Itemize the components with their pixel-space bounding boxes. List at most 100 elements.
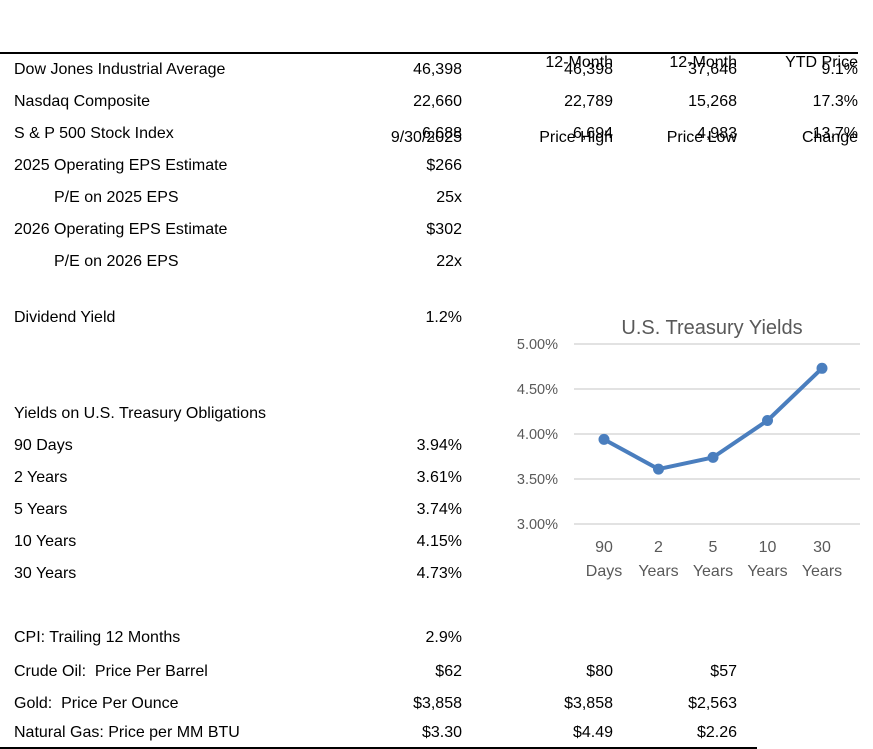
row-value: $2.26 bbox=[696, 724, 737, 741]
data-point-marker bbox=[598, 433, 610, 445]
row-value bbox=[462, 150, 613, 182]
x-axis-tick-label: 2 bbox=[654, 539, 663, 556]
x-axis-tick-label: Years bbox=[802, 563, 842, 580]
table-row: 2025 Operating EPS Estimate $266 bbox=[0, 150, 858, 182]
x-axis-tick-label: 5 bbox=[709, 539, 718, 556]
row-label: Gold: Price Per Ounce bbox=[14, 695, 179, 712]
row-value: $2,563 bbox=[688, 695, 737, 712]
column-header-price-low-line2: Price Low bbox=[666, 129, 737, 146]
row-value bbox=[737, 150, 858, 182]
row-value: 3.61% bbox=[416, 469, 462, 486]
table-row: Crude Oil: Price Per Barrel $62 $80 $57 bbox=[0, 656, 858, 688]
y-axis-tick-label: 3.50% bbox=[517, 472, 558, 488]
table-row: 30 Years 4.73% bbox=[0, 558, 858, 590]
row-value: 3.74% bbox=[416, 501, 462, 518]
table-row: 5 Years 3.74% bbox=[0, 494, 858, 526]
row-value: 4,983 bbox=[696, 125, 737, 142]
row-label: P/E on 2026 EPS bbox=[54, 253, 179, 270]
x-axis-tick-label: 90 bbox=[595, 539, 613, 556]
row-value bbox=[737, 620, 858, 656]
x-axis-tick-label: Years bbox=[638, 563, 678, 580]
row-label: Dow Jones Industrial Average bbox=[14, 61, 226, 78]
y-axis-tick-label: 3.00% bbox=[517, 517, 558, 533]
column-header-price-high: 12-Month Price High bbox=[462, 0, 613, 203]
row-label: Natural Gas: Price per MM BTU bbox=[14, 724, 240, 741]
column-header-ytd-change-line1: YTD Price bbox=[785, 54, 858, 71]
y-axis-tick-label: 5.00% bbox=[517, 337, 558, 353]
column-header-price-high-line1: 12-Month bbox=[545, 54, 613, 71]
row-value: 25x bbox=[436, 189, 462, 206]
table-row: Yields on U.S. Treasury Obligations bbox=[0, 398, 858, 430]
row-value: 46,398 bbox=[413, 61, 462, 78]
row-label bbox=[0, 334, 296, 366]
row-value bbox=[737, 182, 858, 214]
row-value bbox=[296, 398, 462, 430]
row-value bbox=[296, 590, 462, 620]
row-value: $62 bbox=[435, 663, 462, 680]
row-value: 3.94% bbox=[416, 437, 462, 454]
row-value bbox=[462, 620, 613, 656]
table-row: 90 Days 3.94% bbox=[0, 430, 858, 462]
row-value: $3,858 bbox=[413, 695, 462, 712]
row-value: $3,858 bbox=[564, 695, 613, 712]
data-point-marker bbox=[653, 463, 664, 475]
row-value: 22,660 bbox=[413, 93, 462, 110]
table-row: P/E on 2026 EPS 22x bbox=[0, 246, 858, 278]
row-value: 6,694 bbox=[572, 125, 613, 142]
row-value bbox=[737, 656, 858, 688]
row-value bbox=[737, 246, 858, 278]
row-label: Dividend Yield bbox=[14, 309, 116, 326]
row-label: 5 Years bbox=[14, 501, 68, 518]
row-label: 30 Years bbox=[14, 565, 77, 582]
row-label: CPI: Trailing 12 Months bbox=[14, 629, 181, 646]
table-row: P/E on 2025 EPS 25x bbox=[0, 182, 858, 214]
row-value: 17.3% bbox=[812, 93, 858, 110]
row-value bbox=[737, 688, 858, 720]
row-value bbox=[613, 214, 737, 246]
x-axis-tick-label: Years bbox=[693, 563, 733, 580]
row-label bbox=[0, 366, 296, 398]
table-row: Nasdaq Composite 22,660 22,789 15,268 17.3% bbox=[0, 86, 858, 118]
y-axis-tick-label: 4.00% bbox=[517, 427, 558, 443]
row-value bbox=[296, 366, 462, 398]
table-row: 10 Years 4.15% bbox=[0, 526, 858, 558]
row-label: S & P 500 Stock Index bbox=[14, 125, 174, 142]
row-value: 2.9% bbox=[425, 629, 462, 646]
table-row: 2026 Operating EPS Estimate $302 bbox=[0, 214, 858, 246]
row-value bbox=[613, 182, 737, 214]
column-header-ytd-change-line2: Change bbox=[801, 129, 858, 146]
table-body: Dow Jones Industrial Average 46,398 46,398… bbox=[0, 54, 873, 749]
row-label: 2025 Operating EPS Estimate bbox=[14, 157, 228, 174]
data-point-marker bbox=[816, 362, 828, 374]
row-label: Nasdaq Composite bbox=[14, 93, 151, 110]
row-value: 6,688 bbox=[421, 125, 462, 142]
table-row: S & P 500 Stock Index 6,688 6,694 4,983 13.7… bbox=[0, 118, 858, 150]
row-value: $302 bbox=[426, 221, 462, 238]
row-value: $3.30 bbox=[421, 724, 462, 741]
x-axis-tick-label: Years bbox=[747, 563, 787, 580]
row-value bbox=[296, 278, 462, 302]
row-label: 10 Years bbox=[14, 533, 77, 550]
row-value bbox=[462, 246, 613, 278]
table-row: Natural Gas: Price per MM BTU $3.30 $4.49 $… bbox=[0, 720, 858, 749]
x-axis-tick-label: 30 bbox=[813, 539, 831, 556]
chart-title: U.S. Treasury Yields bbox=[621, 317, 802, 339]
data-point-marker bbox=[707, 451, 719, 463]
row-label: Crude Oil: Price Per Barrel bbox=[14, 663, 208, 680]
data-point-marker bbox=[762, 415, 773, 426]
column-header-ytd-change: YTD Price Change bbox=[737, 0, 858, 203]
x-axis-tick-label: 10 bbox=[759, 539, 777, 556]
column-header-price-high-line2: Price High bbox=[539, 129, 613, 146]
row-value bbox=[613, 620, 737, 656]
y-axis-tick-label: 4.50% bbox=[517, 382, 558, 398]
row-value: $80 bbox=[586, 663, 613, 680]
row-label: 2026 Operating EPS Estimate bbox=[14, 221, 228, 238]
row-label: 2 Years bbox=[14, 469, 68, 486]
column-header-price-low: 12-Month Price Low bbox=[613, 0, 737, 203]
row-value: 4.73% bbox=[416, 565, 462, 582]
row-label bbox=[0, 278, 296, 302]
row-value: 22,789 bbox=[564, 93, 613, 110]
x-axis-tick-label: Days bbox=[586, 563, 622, 580]
row-label bbox=[0, 590, 296, 620]
